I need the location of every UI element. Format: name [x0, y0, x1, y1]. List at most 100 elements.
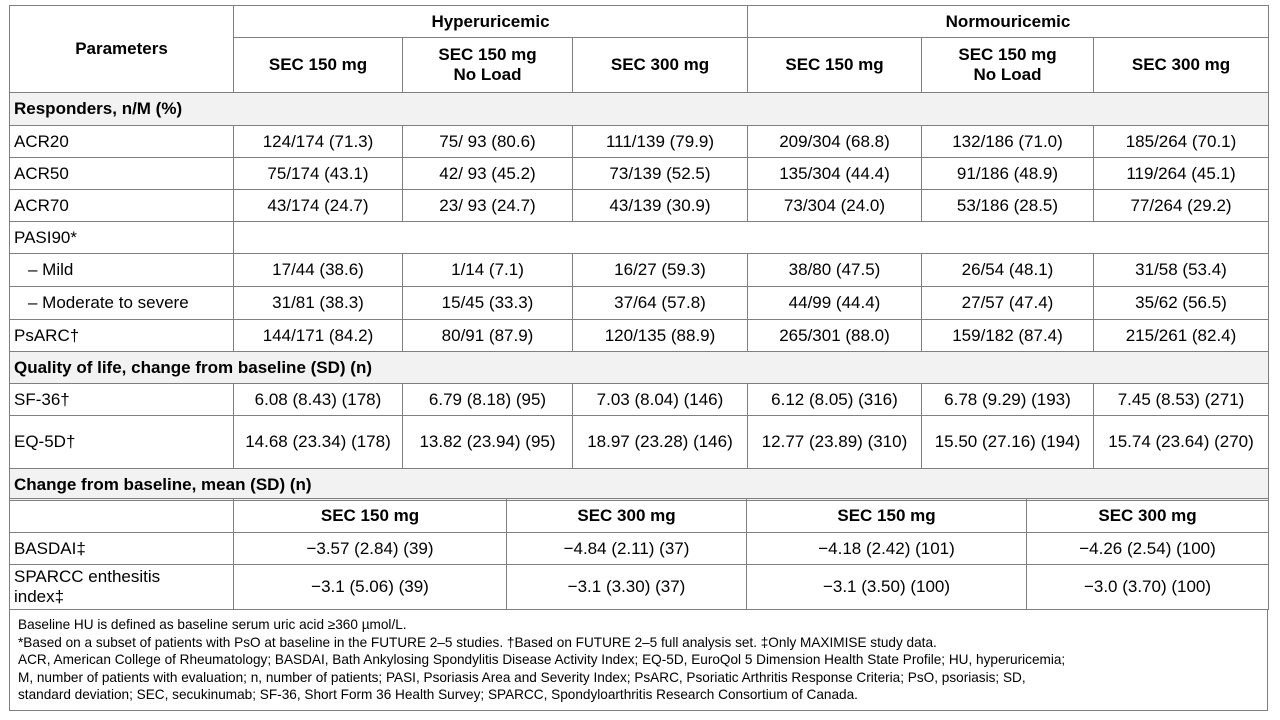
row-label: PsARC†	[9, 319, 234, 352]
table-cell: 6.08 (8.43) (178)	[233, 383, 403, 416]
table-cell: 265/301 (88.0)	[747, 319, 922, 352]
table-cell: 73/304 (24.0)	[747, 189, 922, 222]
table-cell: 15.50 (27.16) (194)	[921, 415, 1094, 469]
table-cell: 80/91 (87.9)	[402, 319, 573, 352]
table-cell: 42/ 93 (45.2)	[402, 157, 573, 190]
table-cell: 26/54 (48.1)	[921, 253, 1094, 287]
table-cell: −4.18 (2.42) (101)	[746, 532, 1027, 565]
table-cell: 185/264 (70.1)	[1092, 125, 1270, 158]
table-cell: 135/304 (44.4)	[747, 157, 922, 190]
row-label: ACR50	[9, 157, 234, 190]
table-cell: 27/57 (47.4)	[921, 286, 1094, 320]
section-header-quality-of-life: Quality of life, change from baseline (S…	[8, 351, 1270, 384]
table-cell: 16/27 (59.3)	[572, 253, 748, 287]
table-cell: 119/264 (45.1)	[1092, 157, 1270, 190]
footnote-line: Baseline HU is defined as baseline serum…	[18, 617, 407, 632]
table-cell: 43/174 (24.7)	[233, 189, 403, 222]
table-cell: 6.79 (8.18) (95)	[402, 383, 573, 416]
table-cell: 31/58 (53.4)	[1092, 253, 1270, 287]
table-row: BASDAI‡ −3.57 (2.84) (39) −4.84 (2.11) (…	[9, 532, 1269, 565]
table-cell	[232, 221, 1270, 254]
table-cell: 75/174 (43.1)	[233, 157, 403, 190]
table-row: ACR70 43/174 (24.7) 23/ 93 (24.7) 43/139…	[9, 189, 1270, 222]
row-label: PASI90*	[9, 221, 234, 254]
table-cell: −3.1 (3.30) (37)	[506, 564, 747, 610]
table-cell: −3.1 (5.06) (39)	[233, 564, 507, 610]
table-cell: −3.1 (3.50) (100)	[746, 564, 1027, 610]
table-cell: 91/186 (48.9)	[921, 157, 1094, 190]
table-cell: −3.0 (3.70) (100)	[1026, 564, 1269, 610]
row-label: EQ-5D†	[9, 415, 234, 469]
row-label: BASDAI‡	[9, 532, 234, 565]
col-header: SEC 300 mg	[1026, 498, 1269, 533]
footnote-line: *Based on a subset of patients with PsO …	[18, 634, 937, 650]
table-row: ACR50 75/174 (43.1) 42/ 93 (45.2) 73/139…	[9, 157, 1270, 190]
col-header: SEC 300 mg	[506, 498, 747, 533]
normouricemic-header: Normouricemic	[746, 5, 1270, 38]
section-header-responders: Responders, n/M (%)	[8, 92, 1270, 126]
table-cell: 124/174 (71.3)	[233, 125, 403, 158]
results-table: Parameters Hyperuricemic Normouricemic S…	[8, 5, 1270, 501]
table-cell: 37/64 (57.8)	[572, 286, 748, 320]
table-cell: 7.03 (8.04) (146)	[572, 383, 748, 416]
footnotes: Baseline HU is defined as baseline serum…	[9, 609, 1268, 711]
table-cell: 132/186 (71.0)	[921, 125, 1094, 158]
col-header: SEC 150 mg	[746, 498, 1027, 533]
table-row: PASI90*	[9, 221, 1270, 254]
table-cell: 120/135 (88.9)	[572, 319, 748, 352]
table-cell: −4.26 (2.54) (100)	[1026, 532, 1269, 565]
table-cell: −4.84 (2.11) (37)	[506, 532, 747, 565]
row-label: SPARCC enthesitis index‡	[9, 564, 234, 610]
col-header: SEC 300 mg	[1092, 37, 1270, 93]
table-cell: 38/80 (47.5)	[747, 253, 922, 287]
table-row: SPARCC enthesitis index‡ −3.1 (5.06) (39…	[9, 564, 1269, 610]
parameters-header: Parameters	[9, 5, 234, 93]
table-cell: 144/171 (84.2)	[233, 319, 403, 352]
row-label: – Moderate to severe	[9, 286, 234, 320]
table-cell: 215/261 (82.4)	[1092, 319, 1270, 352]
footnote-line: M, number of patients with evaluation; n…	[18, 669, 1026, 685]
col-header: SEC 150 mg No Load	[921, 37, 1094, 93]
footnote-line: ACR, American College of Rheumatology; B…	[18, 652, 1066, 667]
row-label: ACR20	[9, 125, 234, 158]
col-header: SEC 150 mg	[233, 498, 507, 533]
table-row: – Moderate to severe 31/81 (38.3) 15/45 …	[9, 286, 1270, 320]
table-row: ACR20 124/174 (71.3) 75/ 93 (80.6) 111/1…	[9, 125, 1270, 158]
table-row: SF-36† 6.08 (8.43) (178) 6.79 (8.18) (95…	[9, 383, 1270, 416]
table-cell: 1/14 (7.1)	[402, 253, 573, 287]
row-label: SF-36†	[9, 383, 234, 416]
table-cell: 44/99 (44.4)	[747, 286, 922, 320]
table-cell: 111/139 (79.9)	[572, 125, 748, 158]
table-cell: 6.78 (9.29) (193)	[921, 383, 1094, 416]
table-cell: 13.82 (23.94) (95)	[402, 415, 573, 469]
table-cell: 14.68 (23.34) (178)	[233, 415, 403, 469]
col-header: SEC 300 mg	[572, 37, 748, 93]
table-cell: 159/182 (87.4)	[921, 319, 1094, 352]
table-row: PsARC† 144/171 (84.2) 80/91 (87.9) 120/1…	[9, 319, 1270, 352]
hyperuricemic-header: Hyperuricemic	[233, 5, 748, 38]
table-cell: −3.57 (2.84) (39)	[233, 532, 507, 565]
table-cell: 73/139 (52.5)	[572, 157, 748, 190]
col-header: SEC 150 mg	[747, 37, 922, 93]
col-header: SEC 150 mg No Load	[402, 37, 573, 93]
col-header: SEC 150 mg	[233, 37, 403, 93]
table-cell: 43/139 (30.9)	[572, 189, 748, 222]
table-cell: 15.74 (23.64) (270)	[1092, 415, 1270, 469]
empty-header	[9, 498, 234, 533]
table-cell: 35/62 (56.5)	[1092, 286, 1270, 320]
table-cell: 18.97 (23.28) (146)	[572, 415, 748, 469]
table-row: – Mild 17/44 (38.6) 1/14 (7.1) 16/27 (59…	[9, 253, 1270, 287]
table-cell: 53/186 (28.5)	[921, 189, 1094, 222]
footnote-line: standard deviation; SEC, secukinumab; SF…	[18, 687, 858, 702]
row-label: – Mild	[9, 253, 234, 287]
table-row: EQ-5D† 14.68 (23.34) (178) 13.82 (23.94)…	[9, 415, 1270, 469]
table-cell: 31/81 (38.3)	[233, 286, 403, 320]
table-cell: 209/304 (68.8)	[747, 125, 922, 158]
table-cell: 15/45 (33.3)	[402, 286, 573, 320]
change-table: SEC 150 mg SEC 300 mg SEC 150 mg SEC 300…	[9, 498, 1269, 610]
table-cell: 77/264 (29.2)	[1092, 189, 1270, 222]
table-cell: 17/44 (38.6)	[233, 253, 403, 287]
table-cell: 6.12 (8.05) (316)	[747, 383, 922, 416]
table-cell: 23/ 93 (24.7)	[402, 189, 573, 222]
table-cell: 75/ 93 (80.6)	[402, 125, 573, 158]
